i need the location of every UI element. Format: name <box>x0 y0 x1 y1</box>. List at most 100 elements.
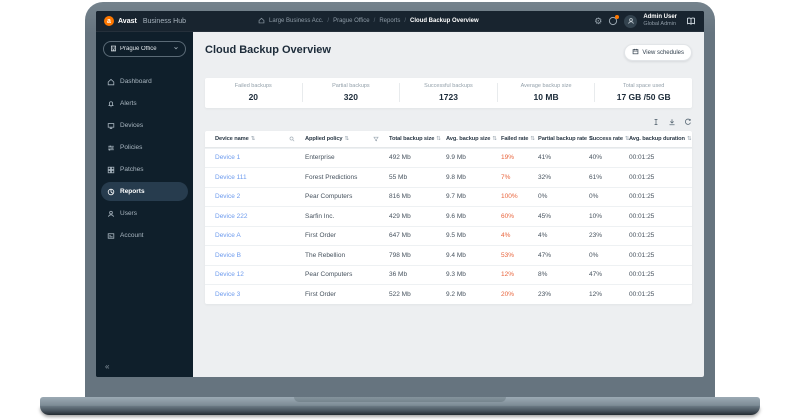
sort-icon[interactable]: ⇅ <box>589 135 594 142</box>
pie-chart-icon <box>107 188 115 196</box>
col-label: Avg. backup size <box>446 135 491 142</box>
breadcrumb-item[interactable]: Reports <box>379 18 401 24</box>
col-header-failed-rate[interactable]: Failed rate ⇅ <box>501 136 538 142</box>
col-label: Avg. backup duration <box>629 135 685 142</box>
breadcrumb-separator: / <box>327 18 330 24</box>
cell-success-rate: 0% <box>589 251 599 259</box>
cell-failed-rate: 20% <box>501 290 515 298</box>
sidebar-item-dashboard[interactable]: Dashboard <box>101 72 188 91</box>
stat-value: 320 <box>343 91 358 102</box>
stat-partial-backups: Partial backups 320 <box>301 83 400 102</box>
settings-gear-icon[interactable]: ⚙ <box>594 15 603 26</box>
cell-success-rate: 61% <box>589 173 603 181</box>
notification-badge <box>615 15 620 19</box>
stat-total-space-used: Total space used 17 GB /50 GB <box>594 83 692 102</box>
sidebar-item-reports[interactable]: Reports <box>101 182 188 201</box>
cell-duration: 00:01:25 <box>629 232 655 240</box>
sidebar-item-patches[interactable]: Patches <box>101 160 188 179</box>
table-row: Device A First Order 647 Mb 9.5 Mb 4% 4%… <box>205 225 692 246</box>
org-selector[interactable]: Prague Office <box>103 41 186 57</box>
sort-icon[interactable]: ⇅ <box>436 135 441 142</box>
col-header-total-backup-size[interactable]: Total backup size ⇅ <box>389 136 446 142</box>
patch-grid-icon <box>107 166 115 174</box>
table-toolbar <box>205 117 692 127</box>
device-link[interactable]: Device B <box>215 251 242 259</box>
table-row: Device 222 Sarfin Inc. 429 Mb 9.6 Mb 60%… <box>205 206 692 226</box>
device-link[interactable]: Device 111 <box>215 173 247 181</box>
page-title: Cloud Backup Overview <box>205 44 331 56</box>
sidebar-item-policies[interactable]: Policies <box>101 138 188 157</box>
sort-icon[interactable]: ⇅ <box>624 135 630 142</box>
search-icon[interactable] <box>289 136 295 142</box>
sidebar-item-label: Reports <box>120 188 145 195</box>
table-row: Device 2 Pear Computers 816 Mb 9.7 Mb 10… <box>205 186 692 207</box>
home-icon <box>107 78 115 86</box>
cell-success-rate: 12% <box>589 290 603 298</box>
breadcrumb-current: Cloud Backup Overview <box>410 18 479 24</box>
breadcrumb: Large Business Acc. / Prague Office / Re… <box>258 17 479 26</box>
sort-icon[interactable]: ⇅ <box>492 135 497 142</box>
col-header-avg-backup-duration[interactable]: Avg. backup duration ⇅ <box>629 135 692 142</box>
chevron-down-icon <box>173 45 179 53</box>
col-label: Device name <box>215 135 249 142</box>
stat-value: 1723 <box>439 91 458 102</box>
brand-suffix: Business Hub <box>142 17 187 25</box>
cell-success-rate: 23% <box>589 232 603 240</box>
device-link[interactable]: Device 3 <box>215 290 241 298</box>
sort-icon[interactable]: ⇅ <box>686 135 692 142</box>
laptop-base <box>40 397 760 406</box>
column-resize-icon[interactable] <box>652 118 660 126</box>
sidebar-item-label: Alerts <box>120 100 137 107</box>
breadcrumb-item[interactable]: Large Business Acc. <box>269 18 324 24</box>
device-link[interactable]: Device 222 <box>215 212 248 220</box>
cell-total-size: 429 Mb <box>389 212 411 220</box>
laptop-screen-frame: a Avast Business Hub Large Business Acc.… <box>85 2 715 397</box>
device-link[interactable]: Device 1 <box>215 154 241 162</box>
download-icon[interactable] <box>668 118 676 126</box>
sidebar-item-label: Dashboard <box>120 78 152 85</box>
cell-policy: Pear Computers <box>305 193 353 201</box>
col-header-device-name[interactable]: Device name ⇅ <box>215 136 305 142</box>
col-label: Total backup size <box>389 135 435 142</box>
view-schedules-label: View schedules <box>642 49 684 56</box>
sidebar-item-label: Account <box>120 232 144 239</box>
brand-logo[interactable]: a Avast Business Hub <box>104 16 186 26</box>
user-role: Global Admin <box>643 21 677 28</box>
col-header-avg-backup-size[interactable]: Avg. backup size ⇅ <box>446 136 501 142</box>
notifications-icon[interactable] <box>608 15 620 26</box>
cell-failed-rate: 7% <box>501 173 511 181</box>
cell-duration: 00:01:25 <box>629 154 655 162</box>
user-avatar[interactable] <box>624 14 638 28</box>
laptop-base-notch <box>294 397 506 402</box>
device-link[interactable]: Device 12 <box>215 271 244 279</box>
stats-band: Failed backups 20 Partial backups 320 Su… <box>205 78 692 108</box>
device-link[interactable]: Device A <box>215 232 241 240</box>
col-header-partial-backup-rate[interactable]: Partial backup rate ⇅ <box>538 135 594 142</box>
sidebar-item-devices[interactable]: Devices <box>101 116 188 135</box>
view-schedules-button[interactable]: View schedules <box>624 44 692 61</box>
cell-duration: 00:01:25 <box>629 212 655 220</box>
filter-funnel-icon[interactable] <box>373 136 379 142</box>
sidebar-collapse-button[interactable]: « <box>105 362 110 371</box>
cell-total-size: 798 Mb <box>389 251 411 259</box>
help-center-icon[interactable] <box>686 16 696 26</box>
sort-icon[interactable]: ⇅ <box>530 135 535 142</box>
col-label: Partial backup rate <box>538 135 587 142</box>
device-link[interactable]: Device 2 <box>215 193 241 201</box>
sort-icon[interactable]: ⇅ <box>250 135 256 142</box>
sidebar-item-account[interactable]: Account <box>101 226 188 245</box>
breadcrumb-item[interactable]: Prague Office <box>333 18 370 24</box>
stat-label: Total space used <box>623 83 665 89</box>
sidebar-item-label: Users <box>120 210 137 217</box>
table-header-row: Device name ⇅ Applied policy ⇅ Total bac… <box>205 131 692 148</box>
sidebar-item-alerts[interactable]: Alerts <box>101 94 188 113</box>
sort-icon[interactable]: ⇅ <box>344 135 349 142</box>
user-menu[interactable]: Admin User Global Admin <box>643 14 677 28</box>
col-header-success-rate[interactable]: Success rate ⇅ <box>589 135 630 142</box>
refresh-icon[interactable] <box>684 118 692 126</box>
col-header-applied-policy[interactable]: Applied policy ⇅ <box>305 136 389 142</box>
breadcrumb-separator: / <box>404 18 406 24</box>
sidebar-item-users[interactable]: Users <box>101 204 188 223</box>
cell-policy: The Rebellion <box>305 251 346 259</box>
